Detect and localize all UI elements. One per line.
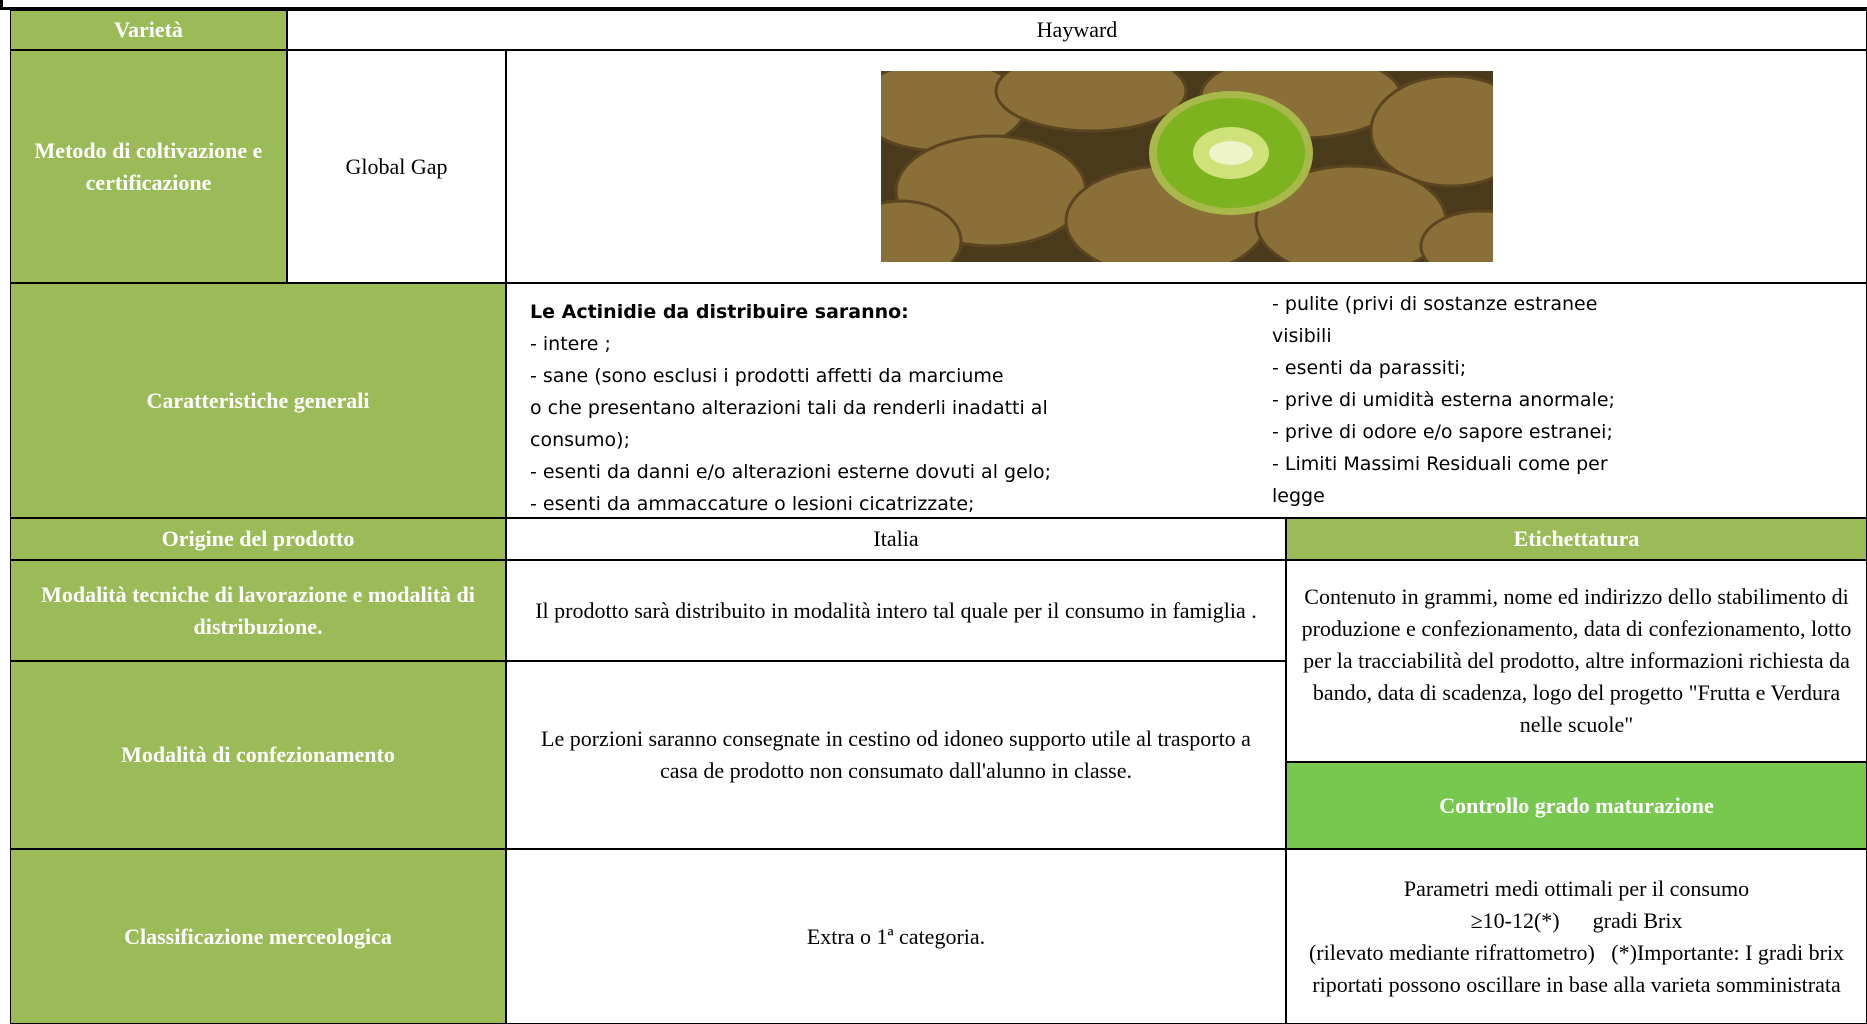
value-cell: Extra o 1ª categoria.: [506, 849, 1286, 1024]
text-line: ≥10-12(*) gradi Brix: [1470, 907, 1683, 933]
image-cell: [506, 50, 1867, 283]
text-line: - prive di umidità esterna anormale;: [1272, 389, 1615, 411]
text-line: - pulite (privi di sostanze estranee: [1272, 293, 1598, 315]
value-cell: Contenuto in grammi, nome ed indirizzo d…: [1286, 560, 1867, 762]
value-cell: Hayward: [287, 10, 1867, 50]
text-line: (rilevato mediante rifrattometro) (*)Imp…: [1308, 939, 1850, 997]
top-border: [0, 0, 1867, 10]
label-cell: Controllo grado maturazione: [1286, 762, 1867, 849]
text-line: - esenti da parassiti;: [1272, 357, 1467, 379]
label-cell: Caratteristiche generali: [10, 283, 506, 518]
text-block: Le Actinidie da distribuire saranno: - i…: [530, 296, 1051, 520]
label-cell: Metodo di coltivazione e certificazione: [10, 50, 287, 283]
text-line: - esenti da danni e/o alterazioni estern…: [530, 461, 1052, 483]
value-cell: Italia: [506, 518, 1286, 560]
label-cell: Modalità tecniche di lavorazione e modal…: [10, 560, 506, 661]
value-cell: Global Gap: [287, 50, 506, 283]
label-cell: Origine del prodotto: [10, 518, 506, 560]
value-cell: Parametri medi ottimali per il consumo ≥1…: [1286, 849, 1867, 1024]
label-cell: Classificazione merceologica: [10, 849, 506, 1024]
text-line: legge: [1272, 485, 1325, 507]
heading: Le Actinidie da distribuire saranno:: [530, 301, 909, 323]
text-line: - Limiti Massimi Residuali come per: [1272, 453, 1608, 475]
kiwi-image: [880, 71, 1493, 262]
text-block: - pulite (privi di sostanze estranee visi…: [1272, 288, 1615, 512]
value-cell: Il prodotto sarà distribuito in modalità…: [506, 560, 1286, 661]
text-line: - prive di odore e/o sapore estranei;: [1272, 421, 1613, 443]
text-line: visibili: [1272, 325, 1332, 347]
text-line: - intere ;: [530, 333, 611, 355]
label-cell: Modalità di confezionamento: [10, 661, 506, 849]
label-cell: Varietà: [10, 10, 287, 50]
text-line: o che presentano alterazioni tali da ren…: [530, 397, 1048, 419]
text-line: - esenti da ammaccature o lesioni cicatr…: [530, 493, 975, 515]
text-line: - sane (sono esclusi i prodotti affetti …: [530, 365, 1004, 387]
text-line: Parametri medi ottimali per il consumo: [1403, 875, 1750, 901]
text-line: consumo);: [530, 429, 631, 451]
label-cell: Etichettatura: [1286, 518, 1867, 560]
value-cell: Le porzioni saranno consegnate in cestin…: [506, 661, 1286, 849]
